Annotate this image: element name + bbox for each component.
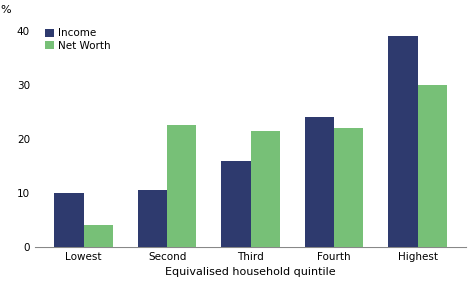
- Bar: [418, 85, 447, 247]
- Text: %: %: [0, 5, 11, 15]
- Bar: [221, 160, 251, 247]
- Bar: [388, 36, 418, 247]
- Bar: [138, 190, 167, 247]
- Bar: [334, 128, 363, 247]
- Bar: [54, 193, 84, 247]
- Legend: Income, Net Worth: Income, Net Worth: [44, 27, 111, 52]
- Bar: [305, 117, 334, 247]
- Bar: [167, 125, 196, 247]
- Bar: [84, 225, 113, 247]
- Bar: [251, 131, 280, 247]
- X-axis label: Equivalised household quintile: Equivalised household quintile: [165, 267, 336, 277]
